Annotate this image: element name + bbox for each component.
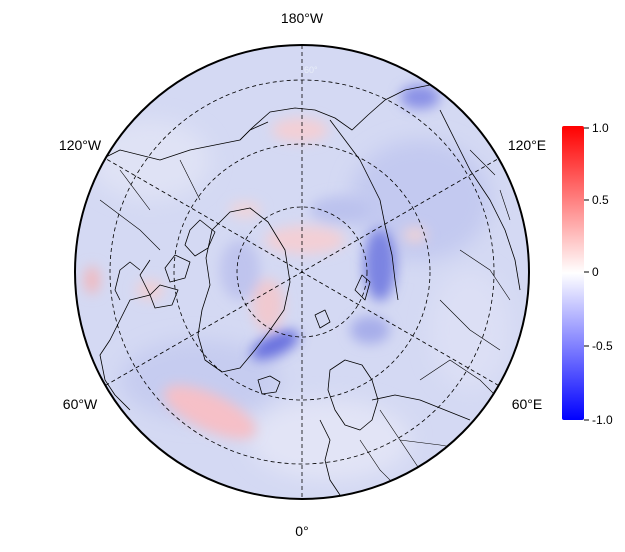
latitude-label-60: 60° [304,65,318,75]
colorbar-tick-label: 0 [592,265,599,279]
colorbar-tick-label: 1.0 [592,121,609,135]
meridian-60w-120e [105,158,499,386]
lon-label-60w: 60°W [63,396,98,412]
lon-label-180w: 180°W [281,10,324,26]
graticule [105,45,499,499]
coastlines [79,84,521,496]
scandinavia-coast [327,359,379,431]
colorbar-tick-label: -0.5 [592,339,613,353]
greenland-coast [197,207,291,373]
lon-label-60e: 60°E [512,396,543,412]
lon-label-120w: 120°W [59,137,102,153]
lon-label-120e: 120°E [508,137,546,153]
map-boundary [74,44,530,500]
colorbar-tick-label: 0.5 [592,193,609,207]
alaska-siberia-coast [239,84,431,141]
eurasia-coast [439,109,521,291]
colorbar-gradient [562,126,584,420]
latitude-circle-80 [236,206,368,338]
colorbar: 1.0 0.5 0 -0.5 -1.0 [562,121,613,427]
data-field [75,45,529,499]
lon-label-0: 0° [295,523,308,539]
colorbar-tick-label: -1.0 [592,413,613,427]
iceland-coast [257,375,281,395]
colorbar-ticks [584,127,589,421]
canadian-archipelago-coast [184,219,216,257]
